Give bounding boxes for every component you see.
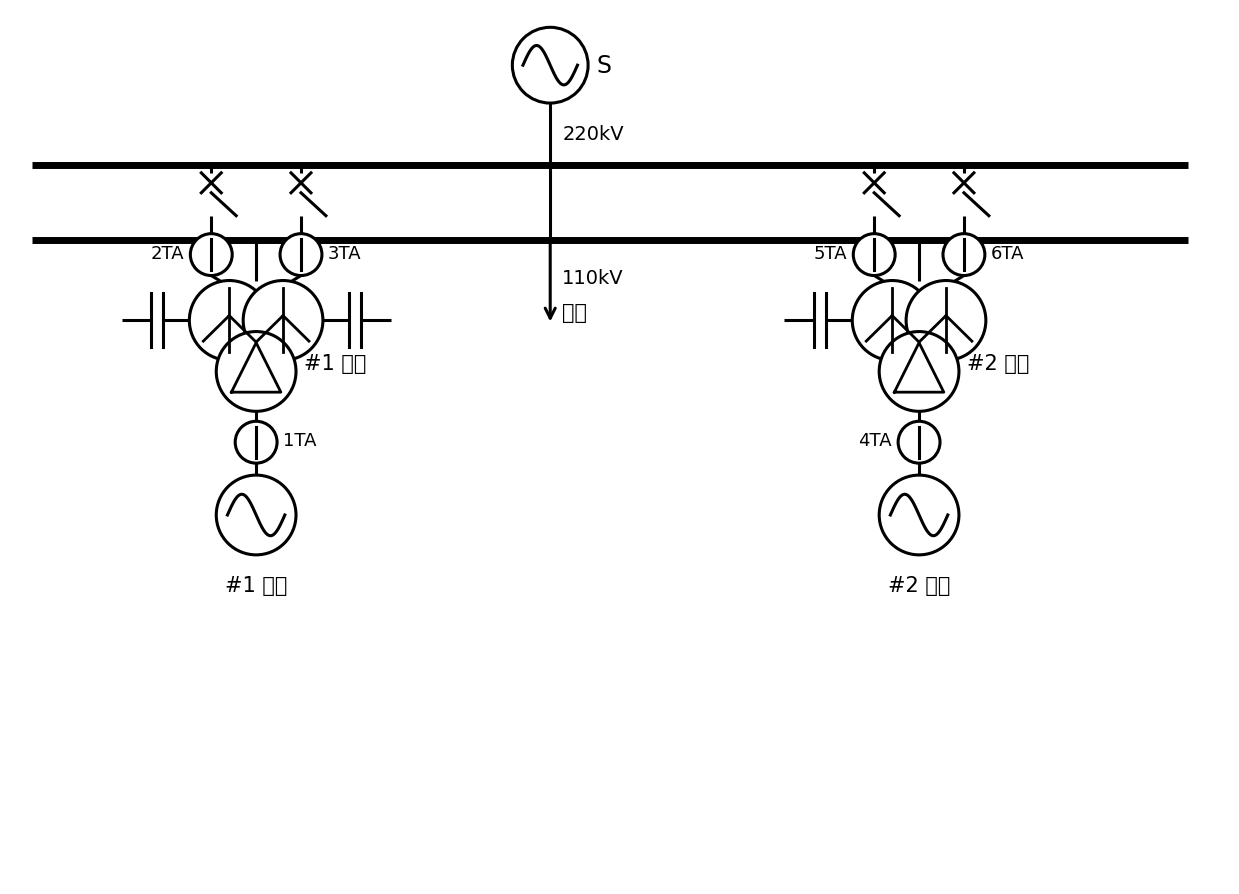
- Circle shape: [906, 282, 986, 361]
- Text: 110kV: 110kV: [563, 268, 623, 287]
- Text: 4TA: 4TA: [859, 432, 892, 450]
- Circle shape: [217, 476, 296, 555]
- Circle shape: [280, 234, 322, 276]
- Circle shape: [191, 234, 232, 276]
- Circle shape: [190, 282, 269, 361]
- Text: 负载: 负载: [563, 303, 587, 323]
- Text: #1 主变: #1 主变: [304, 354, 367, 374]
- Circle shape: [217, 333, 296, 412]
- Circle shape: [898, 422, 940, 464]
- Text: #2 机组: #2 机组: [888, 575, 950, 595]
- Circle shape: [243, 282, 323, 361]
- Circle shape: [235, 422, 278, 464]
- Text: 220kV: 220kV: [563, 125, 623, 144]
- Circle shape: [852, 282, 932, 361]
- Text: 3TA: 3TA: [328, 244, 362, 262]
- Text: #1 机组: #1 机组: [225, 575, 287, 595]
- Circle shape: [943, 234, 985, 276]
- Circle shape: [854, 234, 895, 276]
- Text: S: S: [596, 55, 611, 78]
- Text: 2TA: 2TA: [151, 244, 185, 262]
- Circle shape: [880, 476, 959, 555]
- Text: #2 主变: #2 主变: [966, 354, 1030, 374]
- Circle shape: [880, 333, 959, 412]
- Text: 1TA: 1TA: [282, 432, 316, 450]
- Circle shape: [513, 29, 589, 104]
- Text: 5TA: 5TA: [814, 244, 847, 262]
- Text: 6TA: 6TA: [991, 244, 1025, 262]
